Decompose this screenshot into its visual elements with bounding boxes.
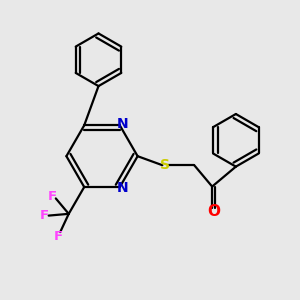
Text: F: F — [47, 190, 57, 203]
Text: N: N — [116, 181, 128, 195]
Text: O: O — [207, 204, 220, 219]
Text: N: N — [116, 117, 128, 131]
Text: F: F — [40, 209, 49, 222]
Text: F: F — [54, 230, 63, 243]
Text: S: S — [160, 158, 170, 172]
